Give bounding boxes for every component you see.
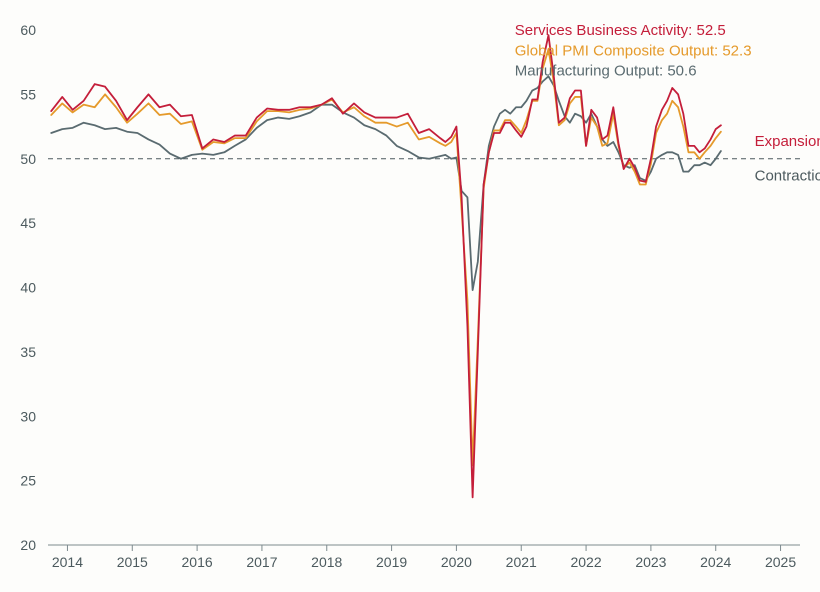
legend-services: Services Business Activity: 52.5	[515, 22, 726, 39]
x-tick-label: 2017	[246, 554, 277, 570]
x-tick-label: 2020	[441, 554, 472, 570]
x-tick-label: 2019	[376, 554, 407, 570]
pmi-line-chart: { "chart": { "type": "line", "background…	[0, 0, 820, 592]
legend-composite: Global PMI Composite Output: 52.3	[515, 42, 752, 59]
x-tick-label: 2021	[506, 554, 537, 570]
y-tick-label: 30	[20, 408, 36, 424]
x-tick-label: 2018	[311, 554, 342, 570]
annotation-contraction: Contraction	[755, 167, 820, 184]
y-tick-label: 20	[20, 537, 36, 553]
y-tick-label: 45	[20, 215, 36, 231]
legend-manufacturing: Manufacturing Output: 50.6	[515, 63, 697, 80]
chart-svg: 2025303540455055602014201520162017201820…	[0, 0, 820, 592]
y-tick-label: 25	[20, 473, 36, 489]
x-tick-label: 2025	[765, 554, 796, 570]
y-tick-label: 60	[20, 22, 36, 38]
y-tick-label: 35	[20, 344, 36, 360]
y-tick-label: 40	[20, 280, 36, 296]
x-tick-label: 2023	[635, 554, 666, 570]
x-tick-label: 2024	[700, 554, 731, 570]
y-tick-label: 50	[20, 151, 36, 167]
x-tick-label: 2022	[570, 554, 601, 570]
annotation-expansion: Expansion	[755, 133, 820, 150]
x-tick-label: 2016	[182, 554, 213, 570]
y-tick-label: 55	[20, 86, 36, 102]
x-tick-label: 2014	[52, 554, 83, 570]
x-tick-label: 2015	[117, 554, 148, 570]
